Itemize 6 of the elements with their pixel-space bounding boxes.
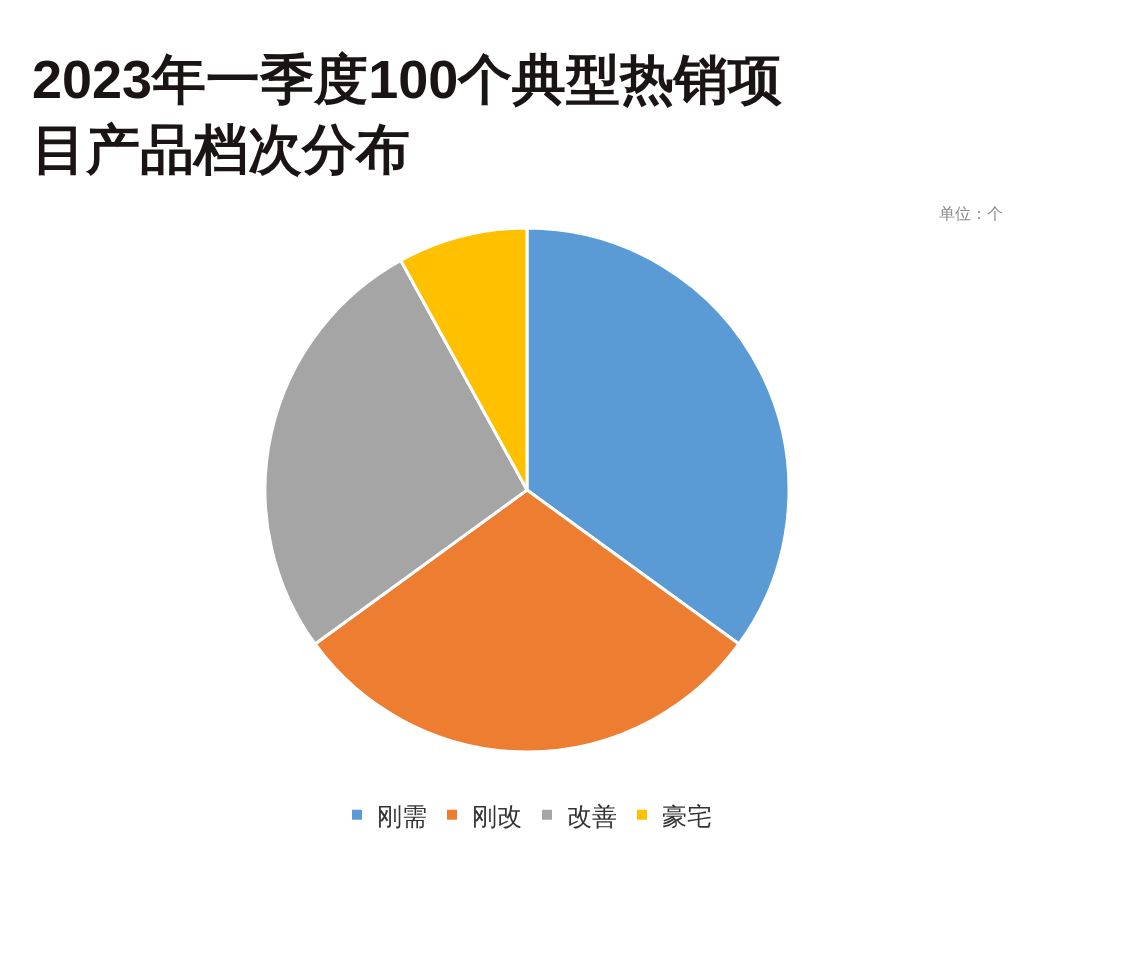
legend-label: 刚需: [377, 801, 427, 830]
chart-title: 2023年一季度100个典型热销项目产品档次分布: [32, 49, 783, 180]
text: 单位：个: [939, 205, 1003, 222]
legend-label: 改善: [567, 801, 617, 830]
legend-label: 刚改: [472, 801, 522, 830]
legend-label: 豪宅: [662, 801, 712, 830]
